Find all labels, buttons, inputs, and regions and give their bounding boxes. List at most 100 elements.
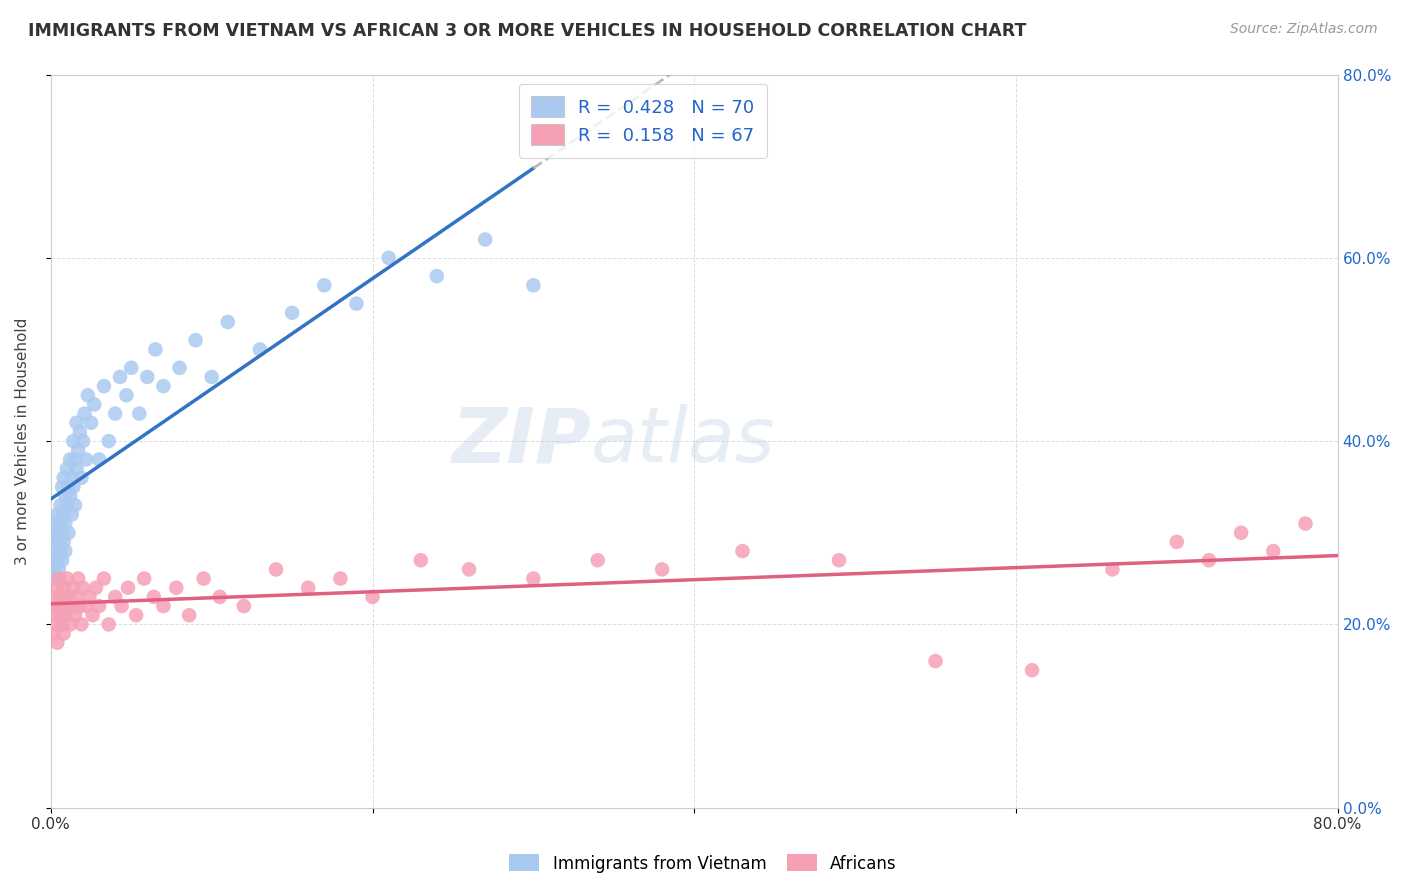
Point: [51, 525, 73, 540]
Point: [179, 608, 201, 623]
Point: [201, 370, 224, 384]
Point: [264, 562, 287, 576]
Point: [48, 562, 70, 576]
Point: [58, 480, 80, 494]
Point: [48, 599, 70, 613]
Point: [297, 581, 319, 595]
Point: [58, 590, 80, 604]
Point: [115, 388, 138, 402]
Point: [48, 525, 70, 540]
Point: [65, 461, 87, 475]
Point: [184, 333, 207, 347]
Point: [76, 388, 98, 402]
Point: [59, 489, 82, 503]
Point: [53, 489, 76, 503]
Point: [83, 397, 105, 411]
Text: ZIP: ZIP: [451, 404, 592, 478]
Point: [104, 407, 127, 421]
Point: [1230, 525, 1253, 540]
Point: [474, 232, 496, 246]
Point: [152, 379, 174, 393]
Point: [49, 544, 72, 558]
Point: [52, 508, 75, 522]
Point: [59, 617, 82, 632]
Legend: R =  0.428   N = 70, R =  0.158   N = 67: R = 0.428 N = 70, R = 0.158 N = 67: [519, 84, 766, 158]
Point: [522, 572, 544, 586]
Point: [79, 590, 101, 604]
Point: [52, 471, 75, 485]
Point: [586, 553, 609, 567]
Point: [53, 544, 76, 558]
Point: [145, 343, 167, 357]
Point: [62, 480, 84, 494]
Point: [63, 608, 86, 623]
Point: [458, 562, 481, 576]
Point: [314, 278, 336, 293]
Point: [93, 572, 115, 586]
Point: [46, 544, 69, 558]
Point: [346, 296, 368, 310]
Point: [1101, 562, 1123, 576]
Point: [142, 590, 165, 604]
Point: [125, 608, 148, 623]
Point: [75, 599, 97, 613]
Point: [169, 360, 191, 375]
Point: [128, 407, 150, 421]
Point: [73, 407, 96, 421]
Point: [46, 581, 69, 595]
Point: [67, 443, 90, 458]
Point: [42, 590, 65, 604]
Point: [84, 581, 107, 595]
Point: [69, 425, 91, 439]
Point: [48, 572, 70, 586]
Point: [51, 599, 73, 613]
Point: [409, 553, 432, 567]
Point: [75, 452, 97, 467]
Point: [651, 562, 673, 576]
Point: [51, 553, 73, 567]
Point: [828, 553, 851, 567]
Point: [45, 516, 67, 531]
Point: [97, 434, 120, 449]
Point: [120, 360, 142, 375]
Point: [67, 572, 90, 586]
Point: [93, 379, 115, 393]
Y-axis label: 3 or more Vehicles in Household: 3 or more Vehicles in Household: [15, 318, 30, 565]
Point: [49, 516, 72, 531]
Point: [52, 581, 75, 595]
Point: [87, 452, 110, 467]
Point: [281, 306, 304, 320]
Point: [152, 599, 174, 613]
Point: [72, 581, 94, 595]
Point: [62, 434, 84, 449]
Point: [924, 654, 946, 668]
Point: [1166, 535, 1188, 549]
Point: [70, 471, 93, 485]
Point: [108, 370, 131, 384]
Point: [49, 590, 72, 604]
Point: [62, 581, 84, 595]
Point: [232, 599, 254, 613]
Point: [56, 572, 79, 586]
Point: [65, 590, 87, 604]
Point: [87, 599, 110, 613]
Point: [1294, 516, 1316, 531]
Point: [63, 498, 86, 512]
Point: [56, 599, 79, 613]
Point: [48, 535, 70, 549]
Point: [110, 599, 132, 613]
Point: [217, 315, 239, 329]
Point: [1263, 544, 1285, 558]
Point: [117, 581, 139, 595]
Point: [134, 572, 156, 586]
Point: [53, 608, 76, 623]
Point: [46, 553, 69, 567]
Point: [49, 608, 72, 623]
Point: [70, 617, 93, 632]
Point: [249, 343, 271, 357]
Point: [60, 599, 83, 613]
Point: [51, 617, 73, 632]
Point: [51, 480, 73, 494]
Point: [426, 269, 449, 284]
Point: [42, 626, 65, 640]
